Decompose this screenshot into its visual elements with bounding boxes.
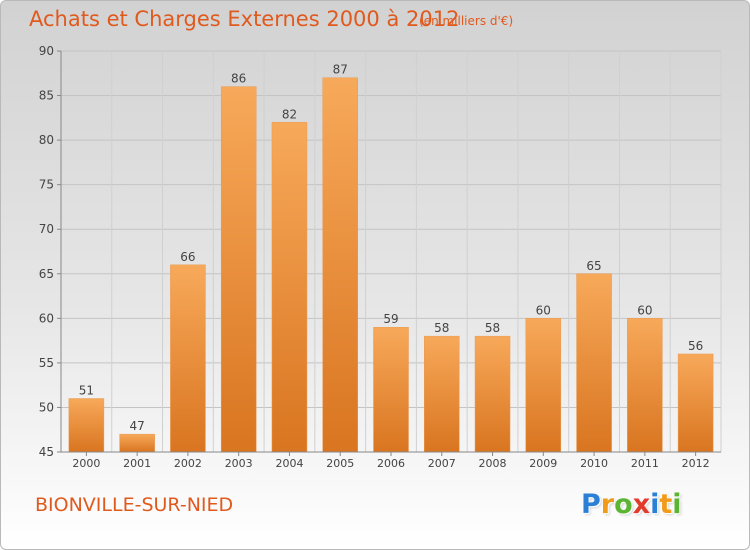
bar-value-label: 59 [383,312,398,326]
chart-subtitle: (en milliers d'€) [419,14,514,28]
bars: 51 47 66 86 82 87 59 58 58 60 65 60 56 [68,63,714,453]
x-tick-label: 2007 [428,457,456,470]
bar [525,318,562,453]
logo-letter: o [614,489,633,520]
x-tick-label: 2005 [326,457,354,470]
y-tick-label: 85 [39,89,54,103]
bar [220,86,257,453]
x-tick-label: 2012 [682,457,710,470]
x-tick-label: 2000 [72,457,100,470]
logo-letter: x [632,489,651,520]
bar-value-label: 82 [282,107,297,121]
x-tick-label: 2001 [123,457,151,470]
chart-title: Achats et Charges Externes 2000 à 2012 [29,7,460,31]
bar-value-label: 60 [536,303,551,317]
bar-value-label: 58 [434,321,449,335]
y-tick-label: 55 [39,356,54,370]
x-tick-label: 2004 [275,457,303,470]
y-tick-label: 60 [39,311,54,325]
y-tick-label: 75 [39,178,54,192]
logo-letter: P [581,489,601,520]
logo-letter: i [672,489,682,520]
bar [68,398,105,453]
bar [424,335,460,453]
bar [373,326,409,453]
proxiti-logo[interactable]: Proxiti [581,489,682,520]
y-tick-label: 50 [39,400,54,414]
x-tick-label: 2006 [377,457,405,470]
y-tick-label: 65 [39,267,54,281]
logo-letter: r [600,489,615,520]
bar [271,122,308,453]
x-tick-label: 2011 [631,457,659,470]
x-tick-label: 2002 [174,457,202,470]
bar [576,273,612,453]
bar [677,353,714,453]
x-tick-label: 2008 [479,457,507,470]
bar [119,433,155,453]
x-tick-label: 2003 [225,457,253,470]
bar-value-label: 56 [688,339,703,353]
bar-value-label: 86 [231,72,246,86]
y-tick-label: 80 [39,133,54,147]
bar [474,335,511,453]
logo-letter: i [650,489,660,520]
bar-value-label: 60 [637,303,652,317]
axes: 45 50 55 60 65 70 75 80 85 90 2000 2001 2002 2003 2004… [39,44,721,470]
bar-value-label: 66 [180,250,195,264]
bar [322,77,358,453]
bar-value-label: 65 [586,259,601,273]
x-tick-label: 2009 [529,457,557,470]
bar-value-label: 58 [485,321,500,335]
x-tick-label: 2010 [580,457,608,470]
logo-letter: t [659,489,673,520]
bar-value-label: 51 [79,384,94,398]
y-tick-label: 45 [39,445,54,459]
y-tick-label: 70 [39,222,54,236]
commune-name: BIONVILLE-SUR-NIED [35,494,234,516]
bar [170,264,206,453]
y-tick-label: 90 [39,44,54,58]
bar-value-label: 87 [333,63,348,77]
bar [627,318,663,453]
bar-value-label: 47 [130,419,145,433]
